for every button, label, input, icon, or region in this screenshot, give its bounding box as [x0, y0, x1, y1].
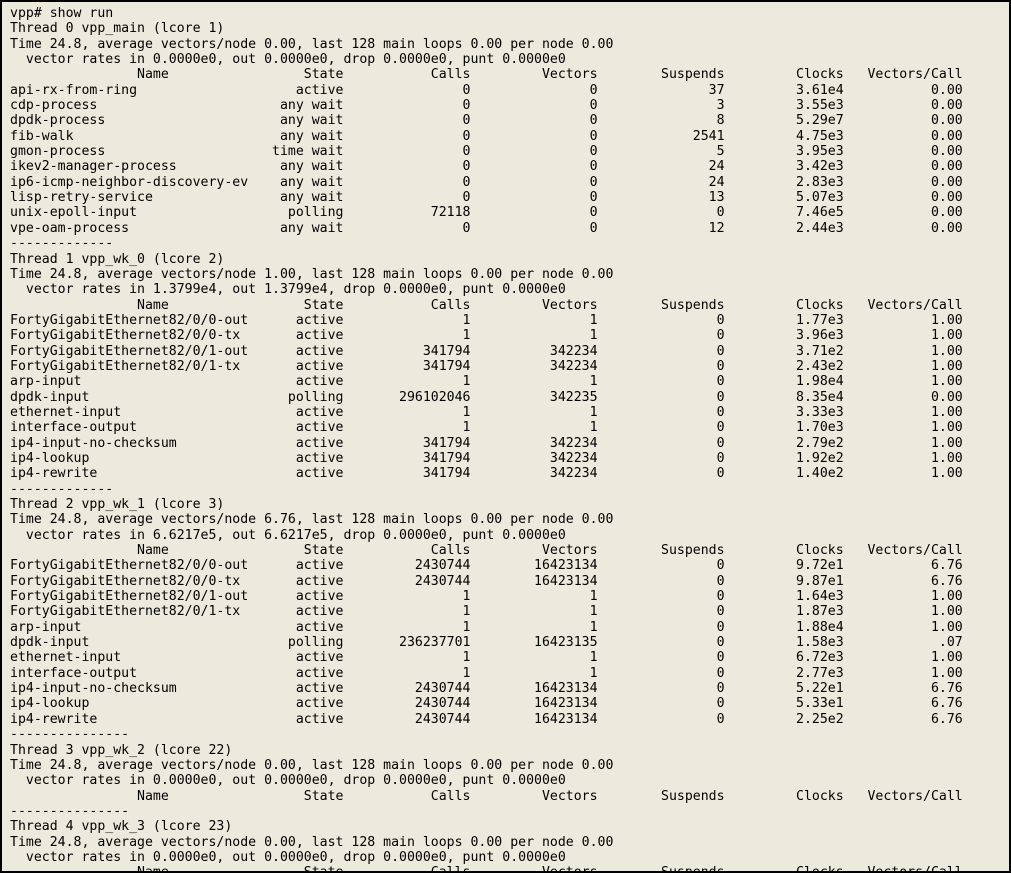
- table-header-row: Name State Calls Vectors Suspends Clocks…: [10, 865, 963, 873]
- table-row: ip4-rewrite active 341794 342234 0 1.40e…: [10, 466, 963, 482]
- thread-stats-line: Time 24.8, average vectors/node 6.76, la…: [10, 512, 614, 528]
- table-header-row: Name State Calls Vectors Suspends Clocks…: [10, 788, 963, 804]
- table-header-row: Name State Calls Vectors Suspends Clocks…: [10, 543, 963, 559]
- prompt-line: vpp# show run: [10, 6, 114, 21]
- table-row: arp-input active 1 1 0 1.88e4 1.00: [10, 619, 963, 635]
- thread-separator: ---------------: [10, 803, 130, 819]
- thread-stats-line: Time 24.8, average vectors/node 0.00, la…: [10, 834, 614, 850]
- thread-separator: ---------------: [10, 727, 130, 743]
- table-row: FortyGigabitEthernet82/0/0-out active 1 …: [10, 312, 963, 328]
- table-row: FortyGigabitEthernet82/0/1-out active 1 …: [10, 589, 963, 605]
- table-row: ikev2-manager-process any wait 0 0 24 3.…: [10, 159, 963, 175]
- table-header-row: Name State Calls Vectors Suspends Clocks…: [10, 67, 963, 83]
- table-row: ip4-lookup active 2430744 16423134 0 5.3…: [10, 696, 963, 712]
- table-row: ip4-input-no-checksum active 2430744 164…: [10, 681, 963, 697]
- table-row: FortyGigabitEthernet82/0/1-out active 34…: [10, 343, 963, 359]
- table-row: ip4-input-no-checksum active 341794 3422…: [10, 435, 963, 451]
- thread-title: Thread 2 vpp_wk_1 (lcore 3): [10, 497, 225, 512]
- thread-title: Thread 4 vpp_wk_3 (lcore 23): [10, 819, 233, 835]
- table-header-row: Name State Calls Vectors Suspends Clocks…: [10, 297, 963, 313]
- table-row: ethernet-input active 1 1 0 6.72e3 1.00: [10, 650, 963, 666]
- table-row: FortyGigabitEthernet82/0/0-out active 24…: [10, 558, 963, 574]
- table-row: interface-output active 1 1 0 2.77e3 1.0…: [10, 665, 963, 681]
- table-row: FortyGigabitEthernet82/0/0-tx active 1 1…: [10, 328, 963, 344]
- table-row: FortyGigabitEthernet82/0/1-tx active 1 1…: [10, 604, 963, 620]
- table-row: FortyGigabitEthernet82/0/1-tx active 341…: [10, 358, 963, 374]
- table-row: dpdk-input polling 236237701 16423135 0 …: [10, 635, 963, 651]
- thread-vector-rates-line: vector rates in 0.0000e0, out 0.0000e0, …: [10, 849, 566, 865]
- thread-vector-rates-line: vector rates in 0.0000e0, out 0.0000e0, …: [10, 52, 566, 68]
- thread-title: Thread 3 vpp_wk_2 (lcore 22): [10, 742, 233, 758]
- thread-stats-line: Time 24.8, average vectors/node 1.00, la…: [10, 266, 614, 282]
- thread-vector-rates-line: vector rates in 6.6217e5, out 6.6217e5, …: [10, 527, 566, 543]
- thread-title: Thread 0 vpp_main (lcore 1): [10, 21, 225, 37]
- table-row: api-rx-from-ring active 0 0 37 3.61e4 0.…: [10, 82, 963, 98]
- thread-separator: -------------: [10, 236, 114, 252]
- table-row: arp-input active 1 1 0 1.98e4 1.00: [10, 374, 963, 390]
- table-row: FortyGigabitEthernet82/0/0-tx active 243…: [10, 573, 963, 589]
- table-row: interface-output active 1 1 0 1.70e3 1.0…: [10, 420, 963, 436]
- table-row: ip4-lookup active 341794 342234 0 1.92e2…: [10, 450, 963, 466]
- thread-title: Thread 1 vpp_wk_0 (lcore 2): [10, 251, 225, 267]
- thread-vector-rates-line: vector rates in 1.3799e4, out 1.3799e4, …: [10, 282, 566, 298]
- table-row: cdp-process any wait 0 0 3 3.55e3 0.00: [10, 98, 963, 114]
- table-row: ip4-rewrite active 2430744 16423134 0 2.…: [10, 711, 963, 727]
- table-row: ip6-icmp-neighbor-discovery-ev any wait …: [10, 174, 963, 190]
- table-row: ethernet-input active 1 1 0 3.33e3 1.00: [10, 404, 963, 420]
- thread-separator: -------------: [10, 481, 114, 497]
- table-row: vpe-oam-process any wait 0 0 12 2.44e3 0…: [10, 220, 963, 236]
- thread-stats-line: Time 24.8, average vectors/node 0.00, la…: [10, 757, 614, 773]
- thread-stats-line: Time 24.8, average vectors/node 0.00, la…: [10, 36, 614, 52]
- show-run-output: Thread 0 vpp_main (lcore 1) Time 24.8, av…: [10, 21, 1009, 873]
- table-row: gmon-process time wait 0 0 5 3.95e3 0.00: [10, 144, 963, 160]
- table-row: lisp-retry-service any wait 0 0 13 5.07e…: [10, 190, 963, 206]
- table-row: dpdk-input polling 296102046 342235 0 8.…: [10, 389, 963, 405]
- table-row: fib-walk any wait 0 0 2541 4.75e3 0.00: [10, 128, 963, 144]
- table-row: unix-epoll-input polling 72118 0 0 7.46e…: [10, 205, 963, 221]
- table-row: dpdk-process any wait 0 0 8 5.29e7 0.00: [10, 113, 963, 129]
- thread-vector-rates-line: vector rates in 0.0000e0, out 0.0000e0, …: [10, 773, 566, 789]
